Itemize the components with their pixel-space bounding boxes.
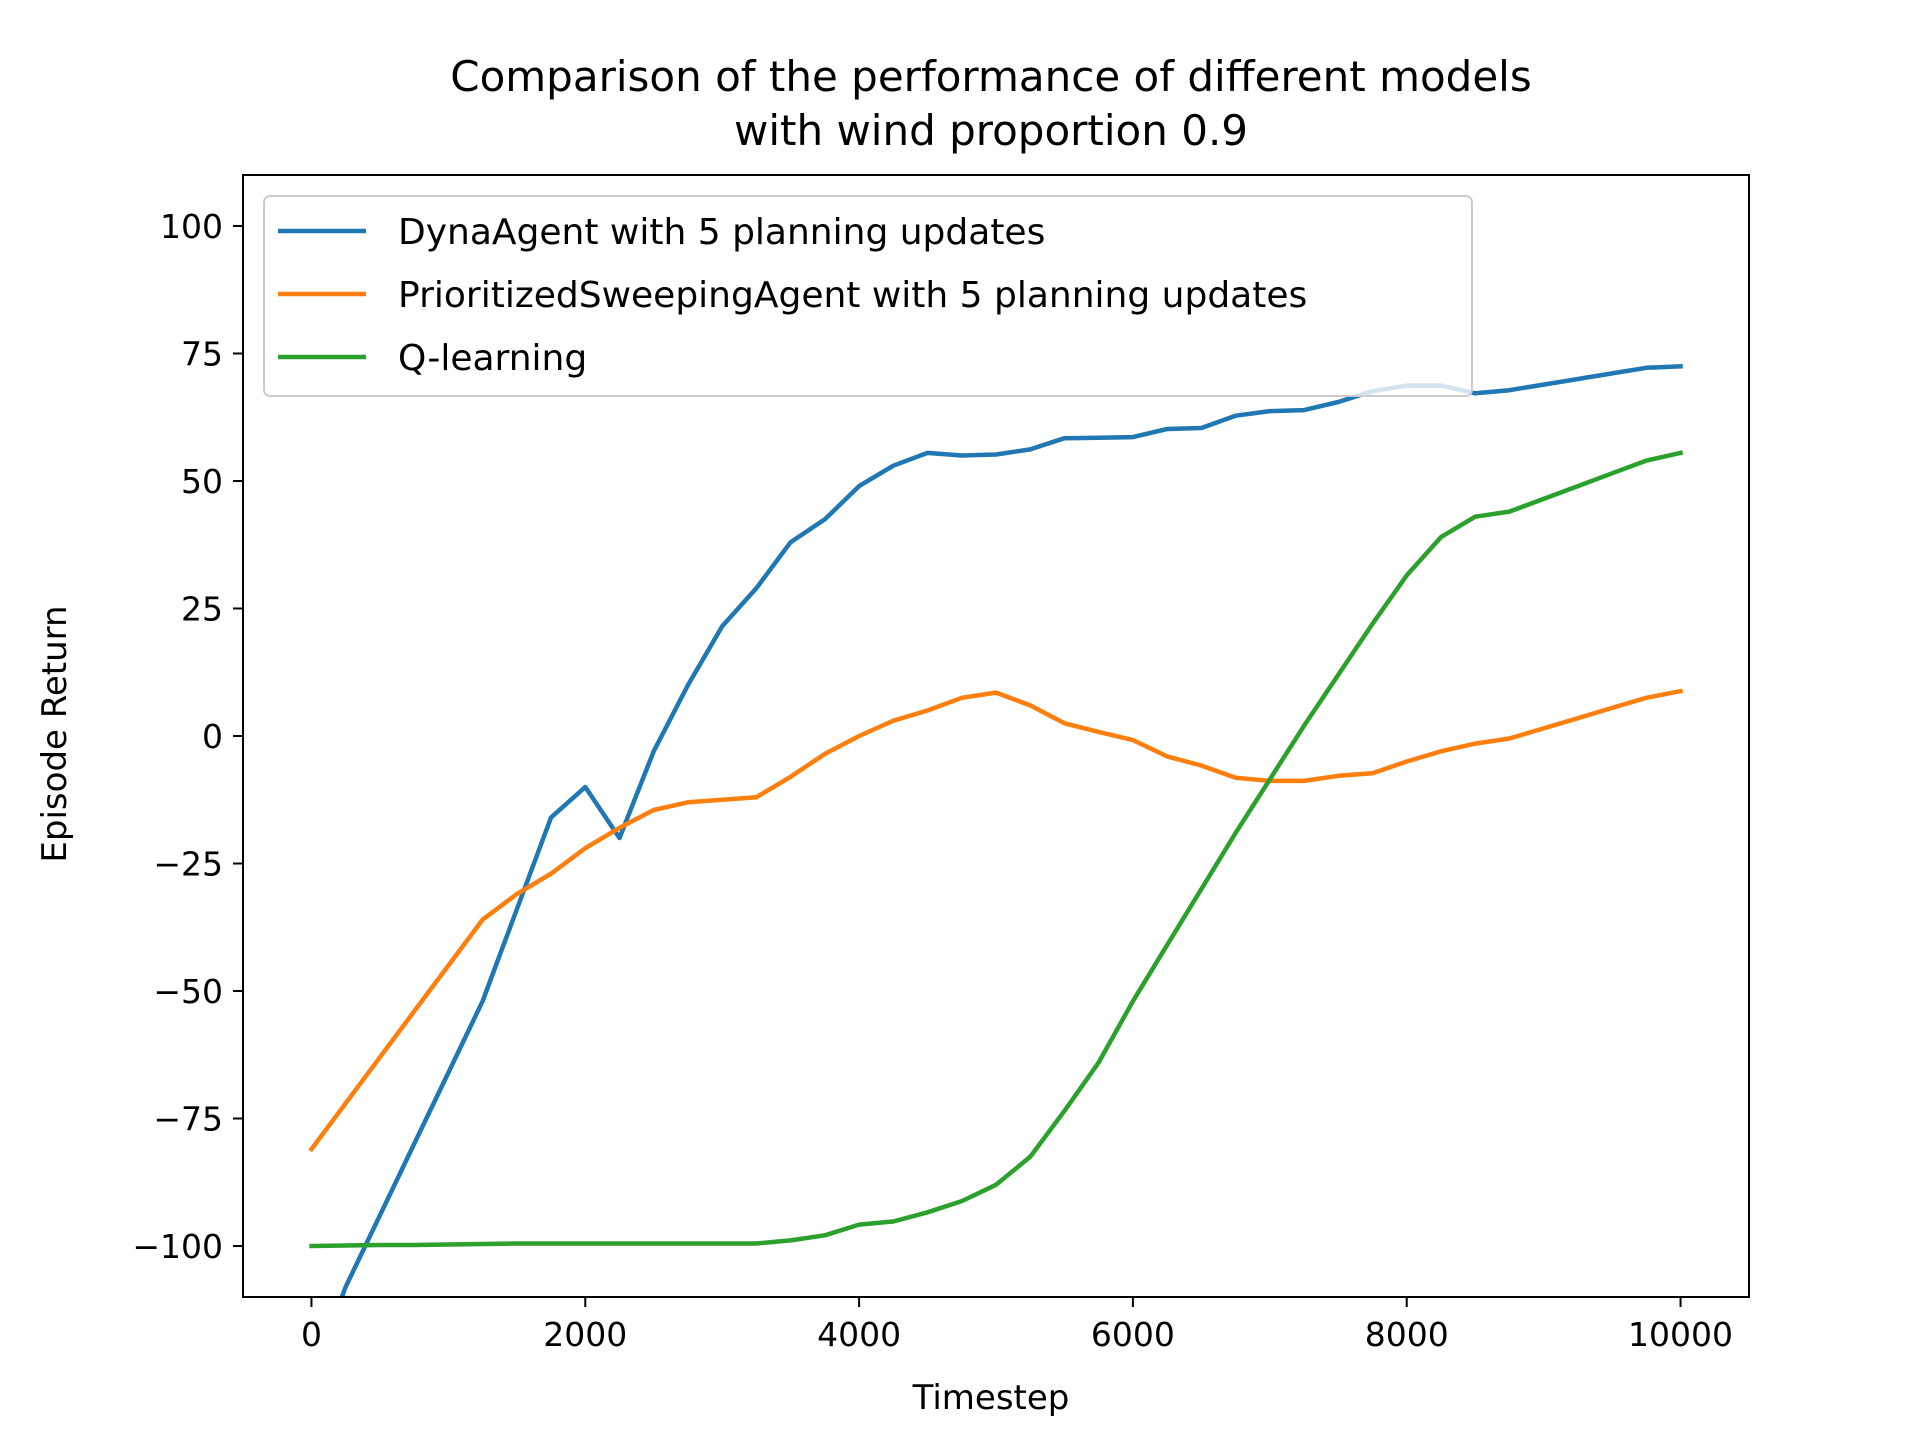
legend: DynaAgent with 5 planning updates Priori…	[263, 195, 1473, 397]
series-line-2	[309, 450, 1684, 1249]
y-tick-label: 100	[160, 207, 223, 246]
x-tick-label: 8000	[1365, 1315, 1449, 1354]
chart-title-line-2: with wind proportion 0.9	[734, 106, 1248, 155]
legend-frame	[263, 195, 1473, 397]
y-axis-label: Episode Return	[35, 605, 75, 862]
legend-label-prioritizedsweeping: PrioritizedSweepingAgent with 5 planning…	[398, 275, 1307, 316]
axis-ticks: 0 2000 4000 6000 8000 10000 100 75 50 25 0 −25 −50 −7…	[132, 207, 1733, 1354]
y-tick-label: 75	[181, 335, 223, 374]
x-tick-label: 2000	[543, 1315, 627, 1354]
legend-label-dynaagent: DynaAgent with 5 planning updates	[398, 212, 1045, 253]
plot-frame	[242, 174, 1750, 1298]
y-tick-label: 50	[181, 462, 223, 501]
x-axis-label: Timestep	[912, 1378, 1070, 1418]
x-tick-label: 4000	[817, 1315, 901, 1354]
chart-title-line-1: Comparison of the performance of differe…	[450, 52, 1531, 101]
x-tick-label: 6000	[1091, 1315, 1175, 1354]
y-tick-label: 25	[181, 590, 223, 629]
legend-label-q-learning: Q-learning	[398, 338, 587, 379]
y-tick-label: −75	[153, 1100, 223, 1139]
y-tick-label: 0	[202, 717, 223, 756]
x-tick-label: 0	[301, 1315, 322, 1354]
series-line-1	[308, 688, 1684, 1153]
y-tick-label: −100	[132, 1227, 223, 1266]
y-tick-label: −25	[153, 845, 223, 884]
y-tick-label: −50	[153, 972, 223, 1011]
x-tick-label: 10000	[1628, 1315, 1733, 1354]
